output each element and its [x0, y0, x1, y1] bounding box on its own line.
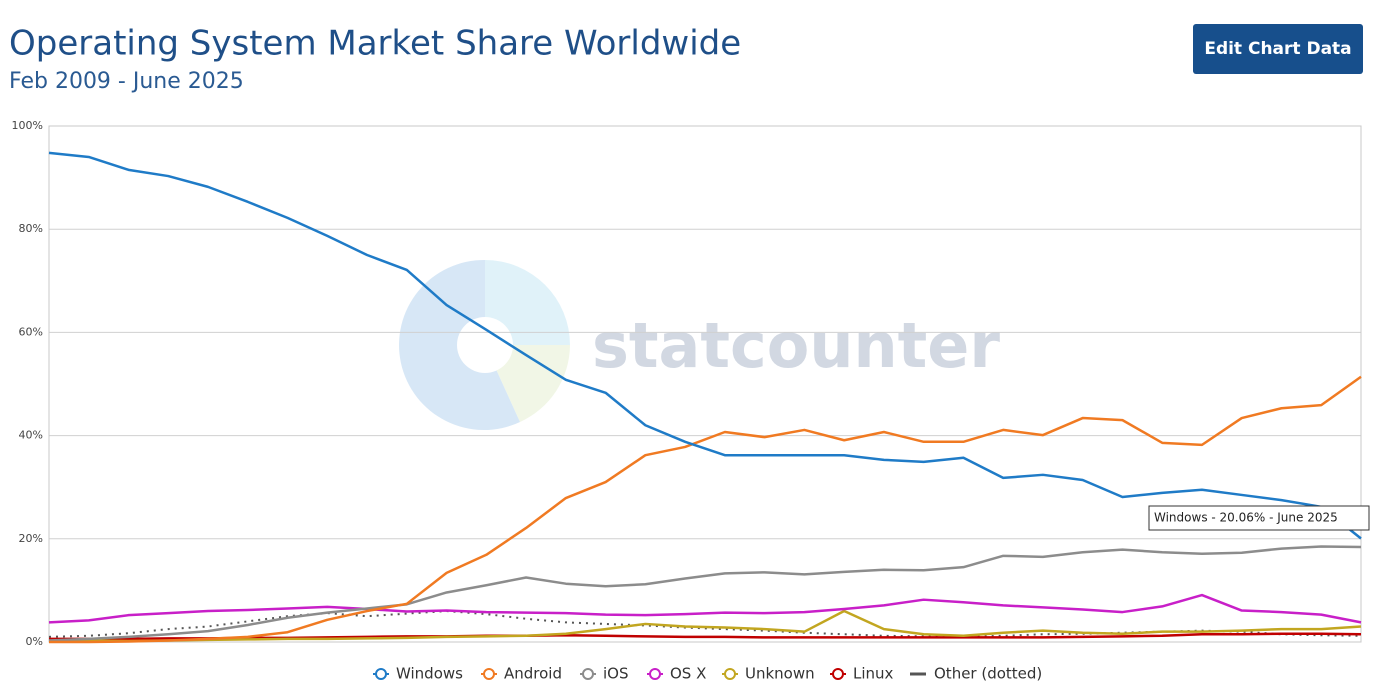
y-tick-label: 100%: [12, 119, 43, 132]
series-line: [48, 609, 1362, 643]
series-line: [48, 593, 1362, 624]
legend-symbol: [724, 668, 736, 680]
series-line: [48, 610, 1362, 638]
y-tick-label: 40%: [19, 429, 43, 442]
series-line: [49, 375, 1362, 644]
tooltip: Windows - 20.06% - June 2025: [1154, 511, 1338, 525]
legend-symbol: [649, 668, 661, 680]
series-line: [49, 632, 1362, 641]
chart-title: Operating System Market Share Worldwide: [9, 24, 741, 64]
y-tick-label: 80%: [19, 222, 43, 235]
legend-label: Unknown: [745, 665, 815, 683]
legend-symbol: [832, 668, 844, 680]
legend-label: Windows: [396, 665, 463, 683]
chart-subtitle: Feb 2009 - June 2025: [9, 69, 244, 94]
series-line: [48, 151, 1362, 540]
y-tick-label: 60%: [19, 325, 43, 338]
legend-symbol: [582, 668, 594, 680]
legend-symbol: [375, 668, 387, 680]
legend-symbol: [483, 668, 495, 680]
legend-label: iOS: [603, 665, 629, 683]
series-line: [48, 545, 1362, 642]
legend-label: Other (dotted): [934, 665, 1042, 683]
legend-label: Linux: [853, 665, 894, 683]
watermark: statcounter: [592, 309, 1000, 382]
legend-label: OS X: [670, 665, 706, 683]
y-tick-label: 0%: [26, 635, 43, 648]
plot-border: [48, 125, 1362, 643]
legend-label: Android: [504, 665, 562, 683]
tooltip-box: [1148, 505, 1370, 531]
y-tick-label: 20%: [19, 532, 43, 545]
edit-chart-button[interactable]: Edit Chart Data: [1193, 24, 1363, 74]
watermark-logo: [399, 259, 570, 430]
